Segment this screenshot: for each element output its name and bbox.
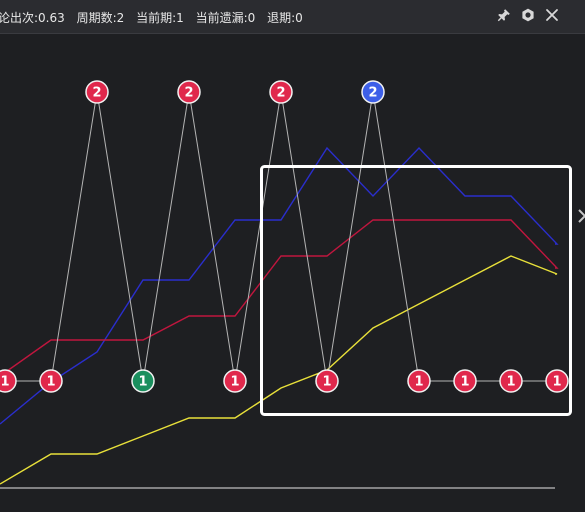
chevron-right-icon[interactable] (577, 208, 585, 224)
marker-circle (39, 369, 63, 393)
marker-label: 1 (138, 375, 147, 390)
marker-label: 2 (92, 86, 101, 101)
marker-circle (85, 80, 109, 104)
period-marker: 1 (315, 369, 339, 393)
stat-retreat: 退期:0 (267, 11, 303, 25)
marker-circle (361, 80, 385, 104)
period-marker: 1 (223, 369, 247, 393)
marker-circle (545, 369, 569, 393)
marker-label: 2 (368, 86, 377, 101)
title-bar: 论出次:0.63 周期数:2 当前期:1 当前遗漏:0 退期:0 (0, 0, 585, 34)
marker-circle (499, 369, 523, 393)
marker-label: 1 (0, 375, 9, 390)
marker-circle (0, 369, 17, 393)
period-marker: 1 (499, 369, 523, 393)
marker-label: 2 (276, 86, 285, 101)
marker-circle (177, 80, 201, 104)
marker-circle (269, 80, 293, 104)
marker-circle (407, 369, 431, 393)
trend-chart: 1 1 2 1 2 1 2 1 2 1 1 1 1 (0, 34, 585, 512)
period-marker: 1 (0, 369, 17, 393)
selection-highlight-box (260, 165, 572, 416)
marker-label: 1 (46, 375, 55, 390)
period-marker: 1 (545, 369, 569, 393)
marker-label: 1 (230, 375, 239, 390)
stats-bar: 论出次:0.63 周期数:2 当前期:1 当前遗漏:0 退期:0 (0, 9, 311, 26)
marker-label: 1 (460, 375, 469, 390)
marker-label: 2 (184, 86, 193, 101)
close-icon[interactable] (545, 8, 559, 22)
period-marker: 2 (269, 80, 293, 104)
stat-cycle-count: 周期数:2 (76, 11, 125, 25)
trend-chart-svg: 1 1 2 1 2 1 2 1 2 1 1 1 1 (0, 80, 572, 489)
period-marker: 1 (131, 369, 155, 393)
period-marker: 2 (85, 80, 109, 104)
marker-connector-line (5, 91, 557, 382)
pin-icon[interactable] (497, 8, 511, 22)
window-tools (497, 8, 559, 22)
marker-label: 1 (322, 375, 331, 390)
marker-circle (453, 369, 477, 393)
period-marker: 1 (39, 369, 63, 393)
period-marker: 1 (407, 369, 431, 393)
series-line-yellow (0, 255, 558, 485)
marker-label: 1 (506, 375, 515, 390)
period-marker: 2 (361, 80, 385, 104)
stat-ratio: 论出次:0.63 (0, 11, 65, 25)
marker-circle (315, 369, 339, 393)
gear-icon[interactable] (521, 8, 535, 22)
period-marker: 2 (177, 80, 201, 104)
period-marker: 1 (453, 369, 477, 393)
marker-label: 1 (414, 375, 423, 390)
stat-current-period: 当前期:1 (136, 11, 184, 25)
marker-circle (131, 369, 155, 393)
series-line-red (0, 219, 559, 377)
marker-circle (223, 369, 247, 393)
marker-label: 1 (552, 375, 561, 390)
stat-current-miss: 当前遗漏:0 (195, 11, 256, 25)
